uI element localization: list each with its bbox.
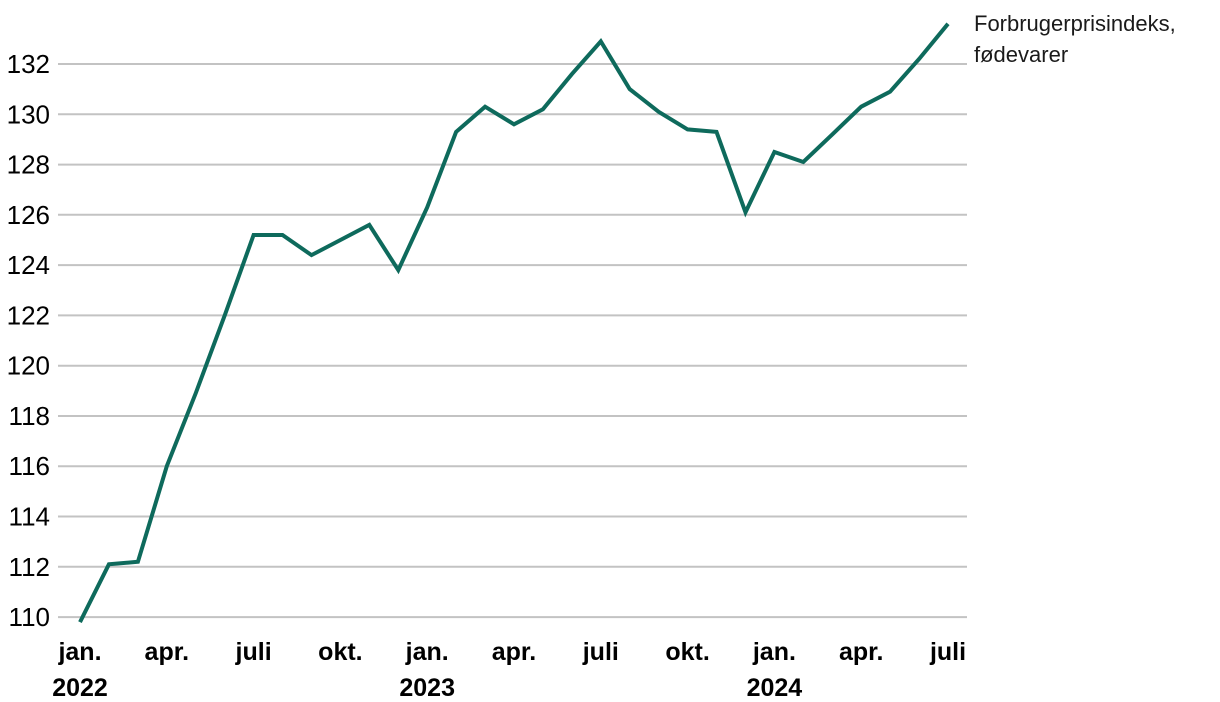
x-tick-label: juli	[582, 638, 619, 666]
x-tick-year-label: 2023	[399, 674, 455, 702]
y-tick-label: 130	[7, 99, 50, 129]
y-axis-tick-labels: 110 112 114 116 118 120 122 124 126 128 130 132	[7, 49, 50, 632]
y-tick-label: 128	[7, 150, 50, 180]
x-tick-year-label: 2024	[747, 674, 803, 702]
x-axis-tick-labels: jan. 2022 apr. juli okt. jan. 2023 apr. juli okt.…	[52, 638, 966, 702]
x-tick-label: apr.	[839, 638, 883, 666]
x-tick-label: juli	[929, 638, 966, 666]
y-tick-label: 120	[7, 351, 50, 381]
x-tick-label: okt.	[318, 638, 362, 666]
series-label: Forbrugerprisindeks, fødevarer	[974, 11, 1176, 67]
y-tick-label: 132	[7, 49, 50, 79]
y-tick-label: 124	[7, 250, 50, 280]
y-tick-label: 116	[9, 451, 50, 481]
data-line	[78, 22, 950, 623]
y-tick-label: 112	[9, 552, 50, 582]
x-tick-label: okt.	[665, 638, 709, 666]
y-tick-label: 110	[9, 602, 50, 632]
y-tick-label: 114	[9, 502, 50, 532]
x-tick-label: jan.	[752, 638, 796, 666]
x-tick-label: apr.	[145, 638, 189, 666]
x-tick-year-label: 2022	[52, 674, 108, 702]
x-tick-label: apr.	[492, 638, 536, 666]
gridlines	[58, 63, 967, 619]
x-tick-label: juli	[235, 638, 272, 666]
y-tick-label: 126	[7, 200, 50, 230]
y-tick-label: 122	[7, 300, 50, 330]
x-tick-label: jan.	[57, 638, 101, 666]
x-tick-label: jan.	[405, 638, 449, 666]
y-tick-label: 118	[9, 401, 50, 431]
series-line	[78, 22, 950, 623]
